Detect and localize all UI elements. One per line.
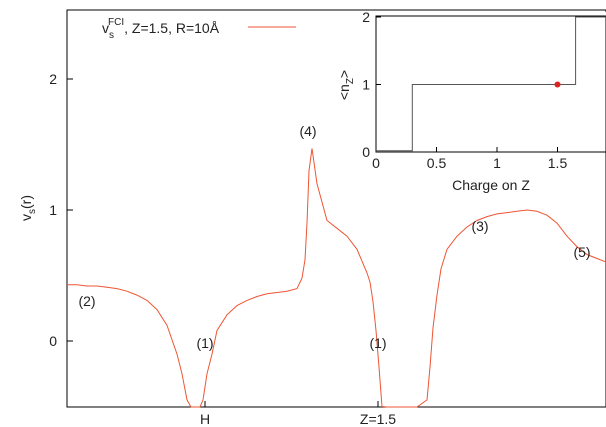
main-plot-frame [66, 9, 606, 408]
inset-y-axis-label: <nZ> [336, 70, 356, 100]
main-x-tick-label: Z=1.5 [360, 411, 396, 427]
inset-x-tick-label: 0.5 [427, 155, 447, 171]
annotation-1-right: (1) [369, 335, 386, 351]
inset-x-tick-label: 1 [493, 155, 501, 171]
main-x-ticks: H Z=1.5 [200, 401, 396, 427]
annotation-3: (3) [471, 218, 488, 234]
annotation-2: (2) [78, 293, 95, 309]
inset-marker-point [554, 81, 561, 88]
main-y-axis-label: vs(r) [18, 195, 38, 221]
legend-label: vsFCI, Z=1.5, R=10Å [102, 17, 220, 41]
inset-y-tick-label: 0 [362, 144, 370, 160]
inset-ticks: 0 0.5 1 1.5 0 1 2 [362, 9, 567, 171]
annotation-4: (4) [299, 123, 316, 139]
main-y-tick-label: 2 [49, 71, 57, 87]
inset-x-tick-label: 0 [372, 155, 380, 171]
legend: vsFCI, Z=1.5, R=10Å [102, 17, 296, 41]
annotation-1-left: (1) [196, 335, 213, 351]
inset-x-tick-label: 1.5 [548, 155, 568, 171]
main-y-tick-label: 0 [49, 333, 57, 349]
main-x-tick-label: H [200, 411, 210, 427]
inset-chart: 0 0.5 1 1.5 0 1 2 Charge on Z <nZ> [336, 9, 606, 193]
inset-x-axis-label: Charge on Z [452, 177, 530, 193]
inset-background [370, 12, 606, 152]
inset-step-line [376, 16, 606, 152]
main-y-ticks: 0 1 2 [49, 71, 73, 349]
main-y-tick-label: 1 [49, 202, 57, 218]
inset-y-tick-label: 1 [362, 77, 370, 93]
annotation-5: (5) [573, 244, 590, 260]
inset-y-tick-label: 2 [362, 9, 370, 25]
main-series-line [67, 148, 606, 408]
